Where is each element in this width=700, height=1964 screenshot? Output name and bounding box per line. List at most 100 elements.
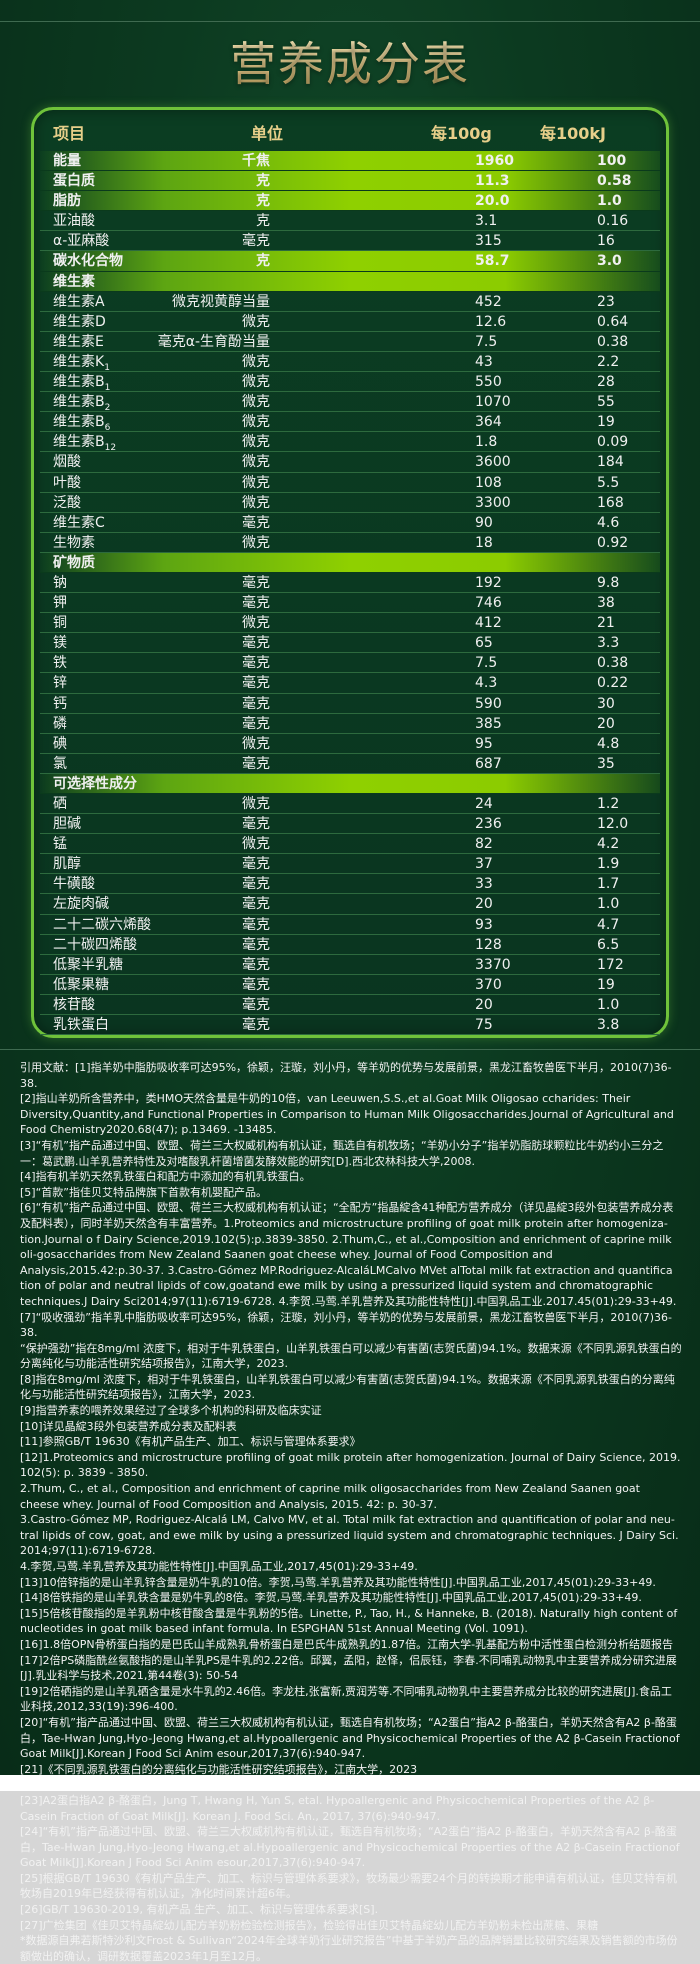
per100kj-value: 1.7: [597, 876, 620, 893]
per100g-value: 128: [475, 936, 502, 953]
table-row: 左旋肉碱 毫克 20 1.0: [40, 894, 660, 915]
table-row: 能量 千焦 1960 100: [40, 151, 660, 172]
per100kj-value: 168: [597, 494, 624, 511]
nutrient-name-text: 镁: [53, 635, 67, 652]
nutrient-name-text: 肌醇: [53, 856, 81, 873]
nutrient-name-text: 氯: [53, 755, 67, 772]
per100g-value: 93: [475, 916, 493, 933]
unit-text: 毫克: [242, 916, 270, 933]
per100g-value: 7.5: [475, 333, 498, 350]
unit-text: 微克: [242, 353, 270, 370]
nutrient-subscript: 12: [104, 443, 117, 454]
per100g-value: 65: [475, 635, 493, 652]
nutrient-name: 锌: [53, 674, 67, 692]
nutrition-table: 项目 单位 每100g 每100kJ 能量 千焦 1960 100 蛋白质克 11.3 0.…: [31, 107, 669, 1038]
per100kj-value: 0.64: [597, 313, 629, 330]
reference-note: [24]“有机”指产品通过中国、欧盟、荷兰三大权威机构有机认证，甄选自有机牧场；…: [20, 1825, 680, 1870]
unit-text: 毫克: [242, 996, 270, 1013]
nutrient-name: 钾: [53, 594, 67, 612]
unit-text: 微克: [242, 454, 270, 471]
unit-text: 微克视黄醇当量: [172, 293, 270, 310]
reference-note: [10]详见晶綻3段外包装营养成分表及配料表: [20, 1419, 237, 1433]
per100g-value: 1.8: [475, 434, 498, 451]
per100g-value: 550: [475, 374, 502, 391]
table-row: 维生素D 微克 12.6 0.64: [40, 312, 660, 332]
nutrient-name-text: 胆碱: [53, 816, 81, 833]
nutrient-name: 维生素A: [53, 293, 105, 311]
nutrient-name: 生物素: [53, 534, 95, 552]
unit-text: 微克: [242, 474, 270, 491]
nutrient-name: 矿物质: [53, 554, 95, 572]
unit-text: 毫克: [242, 976, 270, 993]
nutrient-name-text: 左旋肉碱: [53, 896, 109, 913]
table-row: 牛磺酸 毫克 33 1.7: [40, 874, 660, 895]
per100kj-value: 1.0: [597, 896, 620, 913]
unit-text: 毫克: [242, 574, 270, 591]
unit-text: 千焦: [242, 153, 270, 169]
nutrient-name-text: 维生素: [53, 273, 95, 290]
per100kj-value: 0.38: [597, 333, 629, 350]
nutrient-name: 能量: [53, 152, 81, 170]
reference-note: *数据源自弗若斯特沙利文Frost & Sullivan“2024年全球羊奶行业…: [20, 1934, 678, 1963]
per100g-value: 24: [475, 796, 493, 812]
header-unit: 单位: [251, 124, 284, 143]
reference-note: [4]指有机羊奶天然乳铁蛋白和配方中添加的有机乳铁蛋白。: [20, 1170, 311, 1184]
nutrient-name: 烟酸: [53, 453, 81, 471]
nutrient-name-text: 泛酸: [53, 494, 81, 511]
reference-note: [8]指在8mg/ml 浓度下，相对于牛乳铁蛋白，山羊乳铁蛋白可以减少有害菌(志…: [20, 1372, 675, 1402]
per100g-value: 3600: [475, 454, 511, 471]
nutrient-name: 脂肪: [53, 192, 81, 210]
per100kj-value: 1.0: [597, 193, 622, 210]
per100kj-value: 38: [597, 595, 615, 612]
table-row: 碳水化合物 克 58.7 3.0: [40, 251, 660, 272]
table-row: 烟酸 微克 3600 184: [40, 452, 660, 473]
nutrient-name-text: 低聚果糖: [53, 976, 109, 993]
nutrient-name: 硒: [53, 795, 67, 813]
table-row: 维生素K1 微克 43 2.2: [40, 352, 660, 373]
unit-text: 克: [256, 173, 270, 190]
per100kj-value: 30: [597, 695, 615, 712]
table-row: 二十二碳六烯酸 毫克 93 4.7: [40, 915, 660, 935]
nutrient-name: 牛磺酸: [53, 875, 95, 893]
per100kj-value: 172: [597, 956, 624, 973]
divider: [0, 21, 700, 22]
nutrient-name-text: 亚油酸: [53, 213, 95, 230]
unit-text: 毫克: [242, 936, 270, 953]
unit-text: 微克: [242, 374, 270, 391]
per100g-value: 1070: [475, 394, 511, 411]
header-per100kj: 每100kJ: [540, 124, 606, 143]
reference-note: “保护强劲”指在8mg/ml 浓度下，相对于牛乳铁蛋白，山羊乳铁蛋白可以减少有害…: [20, 1341, 682, 1371]
nutrient-name: 泛酸: [53, 494, 81, 512]
per100g-value: 12.6: [475, 313, 507, 330]
per100kj-value: 55: [597, 394, 615, 411]
table-row: 二十碳四烯酸 毫克 128 6.5: [40, 935, 660, 955]
nutrient-name-text: 硒: [53, 796, 67, 812]
per100kj-value: 5.5: [597, 474, 620, 491]
unit-text: 微克: [242, 494, 270, 511]
per100kj-value: 4.6: [597, 514, 620, 531]
nutrient-name: 核苷酸: [53, 996, 95, 1014]
divider: [0, 1049, 700, 1050]
reference-note: 4.李贺,马莺.羊乳营养及其功能性特性[J].中国乳品工业,2017,45(01…: [20, 1560, 418, 1573]
nutrient-name-text: α-亚麻酸: [53, 233, 110, 250]
table-row: 维生素C 毫克 90 4.6: [40, 513, 660, 533]
nutrient-name-text: 铁: [53, 655, 67, 672]
per100g-value: 20.0: [475, 193, 510, 210]
reference-note: 3.Castro-Gómez MP, Rodriguez-Alcalá LM, …: [20, 1513, 679, 1558]
table-row: 低聚果糖 毫克 370 19: [40, 975, 660, 995]
nutrient-name-text: 锌: [53, 675, 67, 692]
section-header-row: 可选择性成分: [40, 773, 660, 794]
nutrient-name: 亚油酸: [53, 212, 95, 230]
nutrient-subscript: 1: [104, 382, 111, 393]
unit-text: 毫克: [242, 655, 270, 672]
nutrient-name: 铜: [53, 614, 67, 632]
per100g-value: 687: [475, 755, 502, 772]
header-item: 项目: [53, 124, 86, 143]
unit-text: 毫克α-生育酚当量: [157, 333, 270, 350]
per100kj-value: 4.2: [597, 836, 620, 853]
reference-note: [26]GB/T 19630-2019, 有机产品 生产、加工、标识与管理体系要…: [20, 1903, 379, 1917]
per100g-value: 20: [475, 996, 493, 1013]
unit-text: 微克: [242, 735, 270, 752]
unit-text: 微克: [242, 836, 270, 853]
